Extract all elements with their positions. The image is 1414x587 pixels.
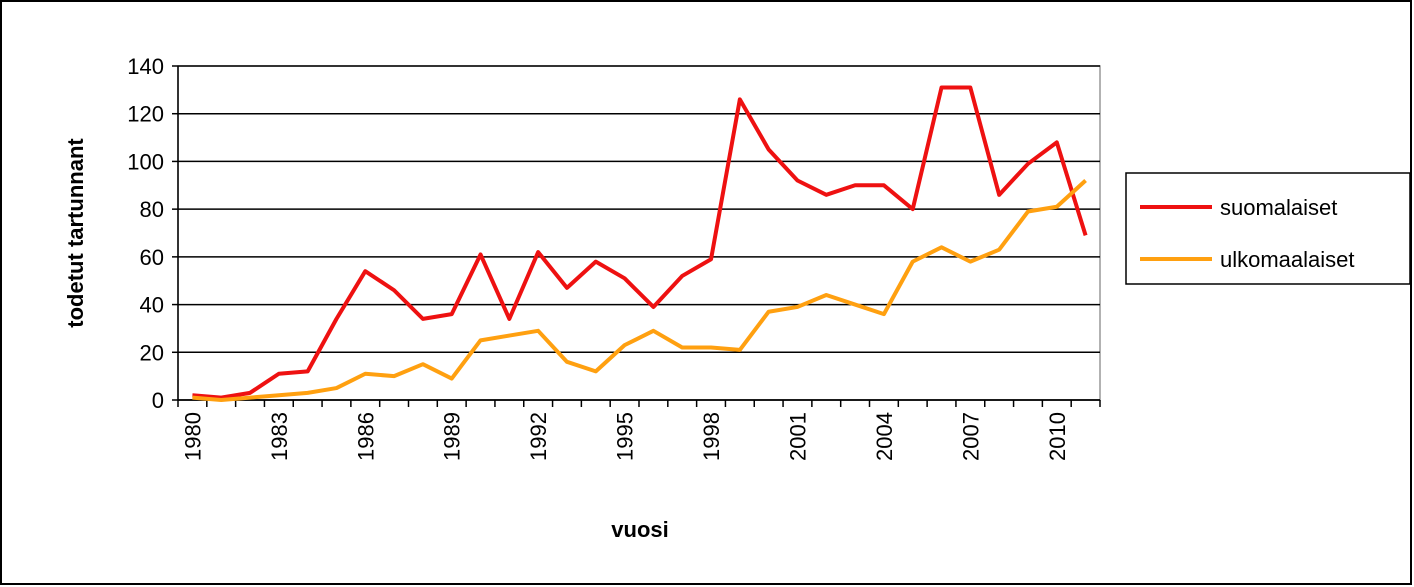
x-tick-label: 1983 — [267, 412, 292, 461]
legend-box — [1125, 172, 1411, 285]
legend-label: ulkomaalaiset — [1220, 247, 1355, 272]
plot-area — [177, 65, 1101, 401]
line-series — [192, 179, 1087, 402]
y-tick-label: 40 — [140, 293, 164, 318]
y-tick-label: 80 — [140, 197, 164, 222]
y-tick-label: 100 — [127, 149, 164, 174]
x-tick-label: 1980 — [180, 412, 205, 461]
y-tick-label: 140 — [127, 54, 164, 79]
y-tick-label: 20 — [140, 340, 164, 365]
y-axis-title: todetut tartunnant — [63, 138, 88, 328]
x-tick-label: 1986 — [353, 412, 378, 461]
x-tick-label: 1992 — [526, 412, 551, 461]
legend-label: suomalaiset — [1220, 195, 1337, 220]
x-axis-title: vuosi — [611, 517, 668, 542]
x-tick-label: 2001 — [785, 412, 810, 461]
y-tick-label: 120 — [127, 102, 164, 127]
x-tick-label: 1998 — [699, 412, 724, 461]
x-tick-label: 2010 — [1045, 412, 1070, 461]
x-tick-label: 2004 — [872, 412, 897, 461]
y-tick-label: 0 — [152, 388, 164, 413]
y-tick-label: 60 — [140, 245, 164, 270]
x-tick-label: 2007 — [958, 412, 983, 461]
x-tick-label: 1995 — [613, 412, 638, 461]
x-tick-label: 1989 — [440, 412, 465, 461]
line-series — [192, 85, 1088, 400]
